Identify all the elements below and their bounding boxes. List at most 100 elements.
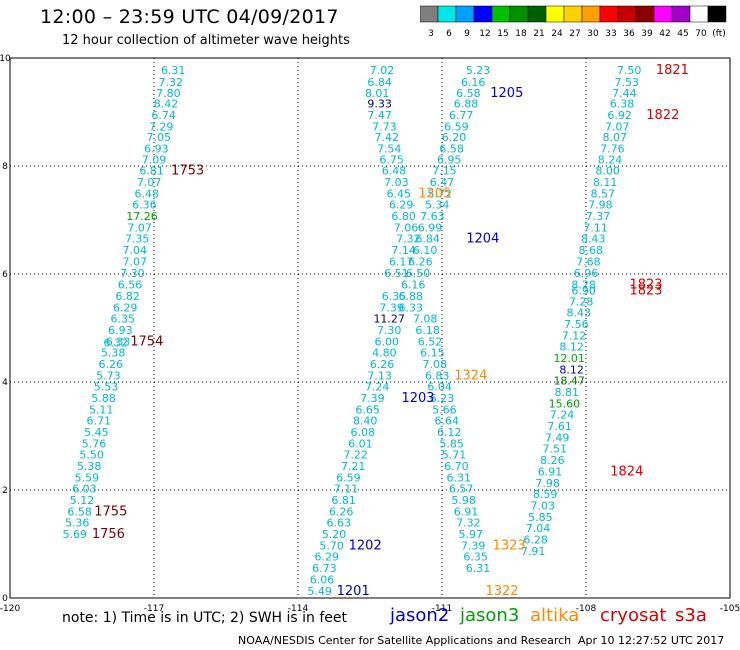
chart-title: 12:00 – 23:59 UTC 04/09/2017 — [40, 6, 339, 28]
data-point-label: 6.57 — [449, 483, 474, 496]
chart-subtitle: 12 hour collection of altimeter wave hei… — [62, 33, 350, 48]
data-point-label: 5.36 — [65, 517, 90, 530]
data-point-label: 6.47 — [430, 176, 455, 189]
data-point-label: 8.43 — [567, 307, 592, 320]
data-point-label: 7.03 — [531, 499, 556, 512]
data-point-label: 18.47 — [553, 375, 585, 388]
data-point-label: 6.93 — [108, 324, 133, 337]
data-point-label: 6.26 — [99, 358, 124, 371]
legend-jason3: jason3 — [460, 605, 520, 626]
scale-label: 18 — [515, 29, 527, 39]
data-point-label: 7.44 — [612, 87, 637, 100]
data-point-label: 6.56 — [118, 279, 143, 292]
data-point-label: 5.88 — [91, 392, 116, 405]
data-point-label: 7.07 — [605, 120, 630, 133]
pass-time-label: 1823 — [629, 284, 662, 299]
pass-time-label: 1201 — [337, 584, 370, 599]
pass-time-label: 1205 — [490, 86, 523, 101]
data-point-label: 7.08 — [413, 313, 438, 326]
data-point-label: 7.50 — [617, 64, 642, 77]
data-point-label: 7.32 — [456, 517, 481, 530]
data-point-label: 6.64 — [435, 415, 460, 428]
data-point-label: 5.12 — [70, 494, 95, 507]
data-point-label: 8.24 — [598, 153, 623, 166]
data-point-label: 7.08 — [423, 358, 448, 371]
data-point-label: 7.15 — [432, 165, 457, 178]
data-point-label: 8.11 — [593, 176, 618, 189]
data-point-label: 7.35 — [125, 233, 150, 246]
data-point-label: 6.95 — [437, 153, 462, 166]
data-point-label: 6.96 — [574, 267, 599, 280]
data-point-label: 5.85 — [439, 437, 464, 450]
data-point-label: 6.52 — [418, 335, 443, 348]
data-point-label: 6.63 — [327, 517, 352, 530]
data-point-label: 7.39 — [379, 301, 404, 314]
scale-label: 15 — [497, 29, 508, 39]
data-point-label: 7.12 — [562, 329, 587, 342]
data-point-label: 7.32 — [159, 76, 184, 89]
data-point-label: 7.63 — [420, 210, 445, 223]
data-point-label: 7.24 — [365, 381, 390, 394]
data-point-label: 6.84 — [415, 233, 440, 246]
pass-time-label: 1753 — [171, 164, 204, 179]
y-tick-label: 10 — [0, 54, 11, 64]
data-point-label: 7.73 — [372, 120, 397, 133]
data-point-label: 7.76 — [600, 143, 625, 156]
pass-time-label: 1322 — [485, 584, 518, 599]
data-point-label: 7.30 — [377, 324, 402, 337]
color-scale: 3 6 9 12 15 18 21 24 27 30 33 36 39 42 45 70 (ft) — [420, 5, 727, 39]
data-point-label: 7.53 — [615, 76, 640, 89]
data-point-label: 5.70 — [319, 539, 344, 552]
legend-altika: altika — [530, 605, 580, 626]
scale-label: 9 — [464, 29, 470, 39]
pass-time-label: 1205 — [418, 186, 451, 201]
data-point-label: 6.01 — [348, 437, 373, 450]
data-point-label: 6.91 — [538, 465, 563, 478]
data-point-label: 6.36 — [132, 199, 157, 212]
data-point-label: 5.76 — [82, 437, 107, 450]
data-point-label: 8.01 — [365, 87, 390, 100]
data-point-label: 6.71 — [87, 415, 112, 428]
data-point-label: 6.92 — [607, 109, 632, 122]
pass-time-label: 1822 — [646, 108, 679, 123]
data-point-label: 6.48 — [382, 165, 407, 178]
data-point-label: 6.12 — [437, 426, 462, 439]
data-point-label: 11.27 — [373, 313, 405, 326]
data-point-label: 6.50 — [406, 267, 431, 280]
data-point-label: 7.03 — [384, 176, 409, 189]
data-point-label: 6.00 — [375, 335, 400, 348]
data-point-label: 6.20 — [442, 131, 467, 144]
legend-jason2: jason2 — [390, 605, 450, 626]
pass-time-label: 1204 — [466, 232, 499, 247]
data-point-label: 6.10 — [413, 244, 438, 257]
pass-time-label: 1823 — [629, 278, 662, 293]
data-point-label: 5.85 — [528, 511, 553, 524]
data-point-label: 6.03 — [72, 483, 97, 496]
x-tick-label: -111 — [432, 604, 452, 614]
data-point-label: 6.28 — [523, 533, 548, 546]
scale-label: 30 — [587, 29, 599, 39]
data-point-label: 7.51 — [543, 443, 568, 456]
data-point-label: 6.23 — [430, 392, 455, 405]
pass-time-label: 1202 — [349, 538, 382, 553]
data-point-label: 5.38 — [101, 347, 126, 360]
data-point-label: 6.48 — [135, 187, 160, 200]
data-point-label: 6.81 — [331, 494, 356, 507]
data-point-label: 6.17 — [389, 255, 414, 268]
scale-label: 45 — [677, 29, 688, 39]
scale-label: 27 — [569, 29, 580, 39]
data-point-label: 6.88 — [454, 98, 479, 111]
legend-s3a: s3a — [675, 605, 707, 626]
data-point-label: 7.39 — [461, 539, 486, 552]
data-point-label: 7.07 — [123, 255, 148, 268]
data-point-label: 6.74 — [151, 109, 176, 122]
data-point-label: 6.16 — [461, 76, 486, 89]
data-point-label: 6.35 — [463, 551, 488, 564]
data-point-label: 5.50 — [79, 449, 104, 462]
data-point-label: 7.04 — [123, 244, 148, 257]
data-point-label: 5.73 — [96, 369, 121, 382]
data-point-label: 15.60 — [549, 397, 581, 410]
data-point-label: 7.98 — [588, 199, 613, 212]
pass-time-label: 1754 — [130, 334, 163, 349]
data-point-label: 8.43 — [581, 233, 606, 246]
